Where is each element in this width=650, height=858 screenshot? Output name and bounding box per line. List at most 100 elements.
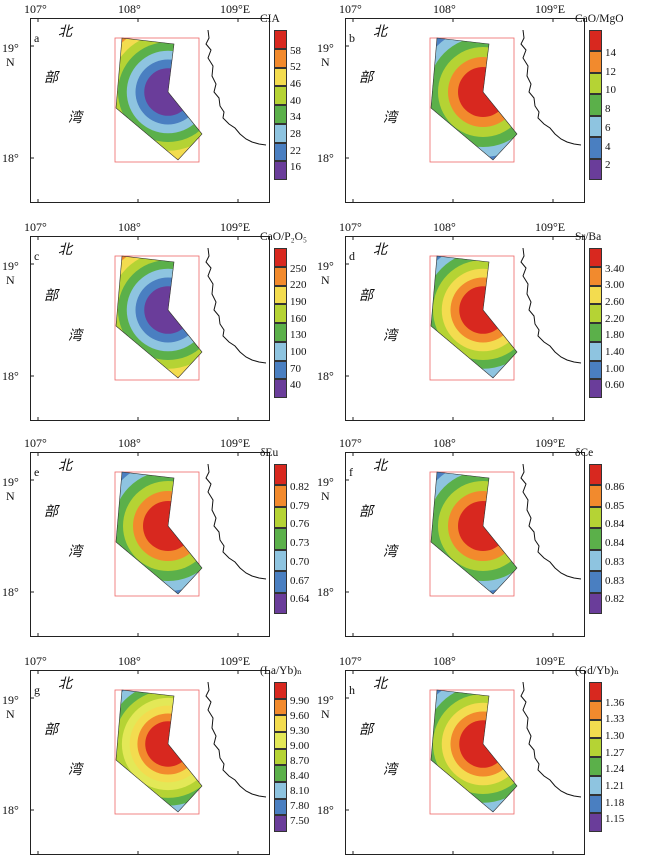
color-bar-cell — [274, 815, 287, 832]
color-bar-tick: 0.73 — [290, 537, 310, 549]
place-label-bei: 北 — [58, 25, 72, 40]
color-bar-tick: 9.60 — [290, 710, 310, 722]
map-canvas — [345, 670, 582, 855]
place-label-bu: 部 — [44, 505, 58, 520]
color-bar-cell — [274, 571, 287, 593]
color-bar-tick: 22 — [290, 144, 301, 157]
color-bar-cell — [589, 549, 602, 572]
color-bar-title: CaO/MgO — [575, 13, 624, 25]
place-label-bei: 北 — [373, 677, 387, 692]
map-canvas — [345, 18, 582, 203]
contour-field — [431, 256, 517, 378]
color-bar-tick: 1.80 — [605, 329, 625, 342]
map-frame — [345, 670, 585, 855]
lon-label: 108° — [433, 2, 456, 16]
color-bar-cell — [274, 782, 287, 799]
lon-label: 109°E — [535, 2, 566, 16]
map-frame — [345, 18, 585, 203]
lon-label: 109°E — [535, 654, 566, 668]
map-frame — [30, 236, 270, 421]
map-panel-f: 107° 108° 109°E 19° N 18° f 北部湾 0.86 0.85 0.84 0.84… — [317, 437, 624, 637]
color-bar-title: δCe — [575, 447, 594, 459]
color-bar-cell — [274, 86, 287, 105]
lat-label: 19° — [2, 41, 19, 55]
color-bar-cell — [274, 30, 287, 49]
color-bar-cell — [589, 158, 602, 180]
color-bar-cell — [589, 51, 602, 73]
color-bar-tick: 1.21 — [605, 780, 625, 792]
lon-label: 109°E — [220, 220, 251, 234]
color-bar-tick: 8.70 — [290, 755, 310, 767]
contour-field — [116, 472, 202, 594]
place-label-bu: 部 — [359, 71, 373, 86]
contour-field — [431, 472, 517, 594]
place-label-bei: 北 — [373, 243, 387, 258]
panel-letter: e — [34, 465, 40, 479]
color-bar-cell — [274, 698, 287, 716]
color-bar-tick: 2.60 — [605, 296, 625, 308]
color-bar-tick: 8.10 — [290, 785, 310, 797]
color-bar-tick: 0.85 — [605, 499, 625, 512]
color-bar-cell — [589, 115, 602, 138]
map-canvas — [30, 452, 267, 637]
map-panel-d: 107° 108° 109°E 19° N 18° d 北部湾 3.40 3.00 2.60 2.20… — [317, 221, 624, 421]
map-canvas — [30, 18, 267, 203]
color-bar-tick: 130 — [290, 329, 307, 342]
color-bar-tick: 4 — [605, 140, 611, 153]
coastline — [205, 29, 267, 146]
color-bar-cell — [274, 341, 287, 361]
place-label-bei: 北 — [373, 25, 387, 40]
contour-field — [116, 256, 202, 378]
color-bar-tick: 220 — [290, 279, 307, 292]
lat-label: 18° — [317, 585, 334, 599]
color-bar-cell — [589, 72, 602, 95]
lon-label: 107° — [24, 2, 47, 16]
lon-label: 108° — [433, 220, 456, 234]
color-bar-cell — [274, 323, 287, 342]
lon-label: 107° — [24, 654, 47, 668]
map-canvas — [30, 670, 267, 855]
lat-label: 18° — [2, 585, 19, 599]
contour-field — [116, 38, 202, 160]
lat-label: 18° — [2, 369, 19, 383]
lat-label: N — [6, 707, 15, 721]
lon-label: 108° — [433, 436, 456, 450]
color-bar-cell — [274, 360, 287, 380]
map-panel-b: 107° 108° 109°E 19° N 18° b 北部湾 14 12 10 8 6 4 2 CaO/Mg… — [317, 3, 624, 203]
map-panel-h: 107° 108° 109°E 19° N 18° h 北部湾 1.36 1.33 1.30 1.27… — [317, 655, 624, 855]
panel-letter: b — [349, 31, 355, 45]
color-bar-tick: 250 — [290, 262, 307, 275]
color-bar-cell — [274, 304, 287, 323]
color-bar-cell — [589, 682, 602, 701]
color-bar-tick: 1.30 — [605, 730, 625, 742]
color-bar-tick: 1.33 — [605, 713, 625, 726]
lon-label: 108° — [118, 654, 141, 668]
color-bar-tick: 1.15 — [605, 813, 625, 826]
color-bar-cell — [274, 748, 287, 766]
color-bar-cell — [274, 105, 287, 124]
color-bar-title: δEu — [260, 447, 279, 459]
map-canvas — [30, 236, 267, 421]
color-bar-tick: 0.83 — [605, 574, 625, 587]
place-label-wan: 湾 — [68, 545, 82, 560]
color-bar-tick: 10 — [605, 84, 616, 97]
lon-label: 109°E — [535, 436, 566, 450]
place-label-bei: 北 — [373, 459, 387, 474]
place-label-wan: 湾 — [383, 763, 397, 778]
color-bar-cell — [274, 379, 287, 398]
color-bar-tick: 0.64 — [290, 593, 310, 606]
lon-label: 107° — [24, 220, 47, 234]
lon-label: 107° — [339, 436, 362, 450]
place-label-bu: 部 — [44, 723, 58, 738]
color-bar-cell — [589, 266, 602, 286]
color-bar-tick: 40 — [290, 94, 301, 107]
place-label-wan: 湾 — [68, 329, 82, 344]
color-bar-tick: 0.84 — [605, 518, 625, 531]
color-bar-tick: 3.40 — [605, 262, 625, 275]
color-bar-tick: 40 — [290, 379, 301, 392]
lat-label: 18° — [317, 151, 334, 165]
place-label-bu: 部 — [359, 723, 373, 738]
map-frame — [345, 452, 585, 637]
lat-label: 19° — [2, 475, 19, 489]
place-label-bei: 北 — [58, 459, 72, 474]
